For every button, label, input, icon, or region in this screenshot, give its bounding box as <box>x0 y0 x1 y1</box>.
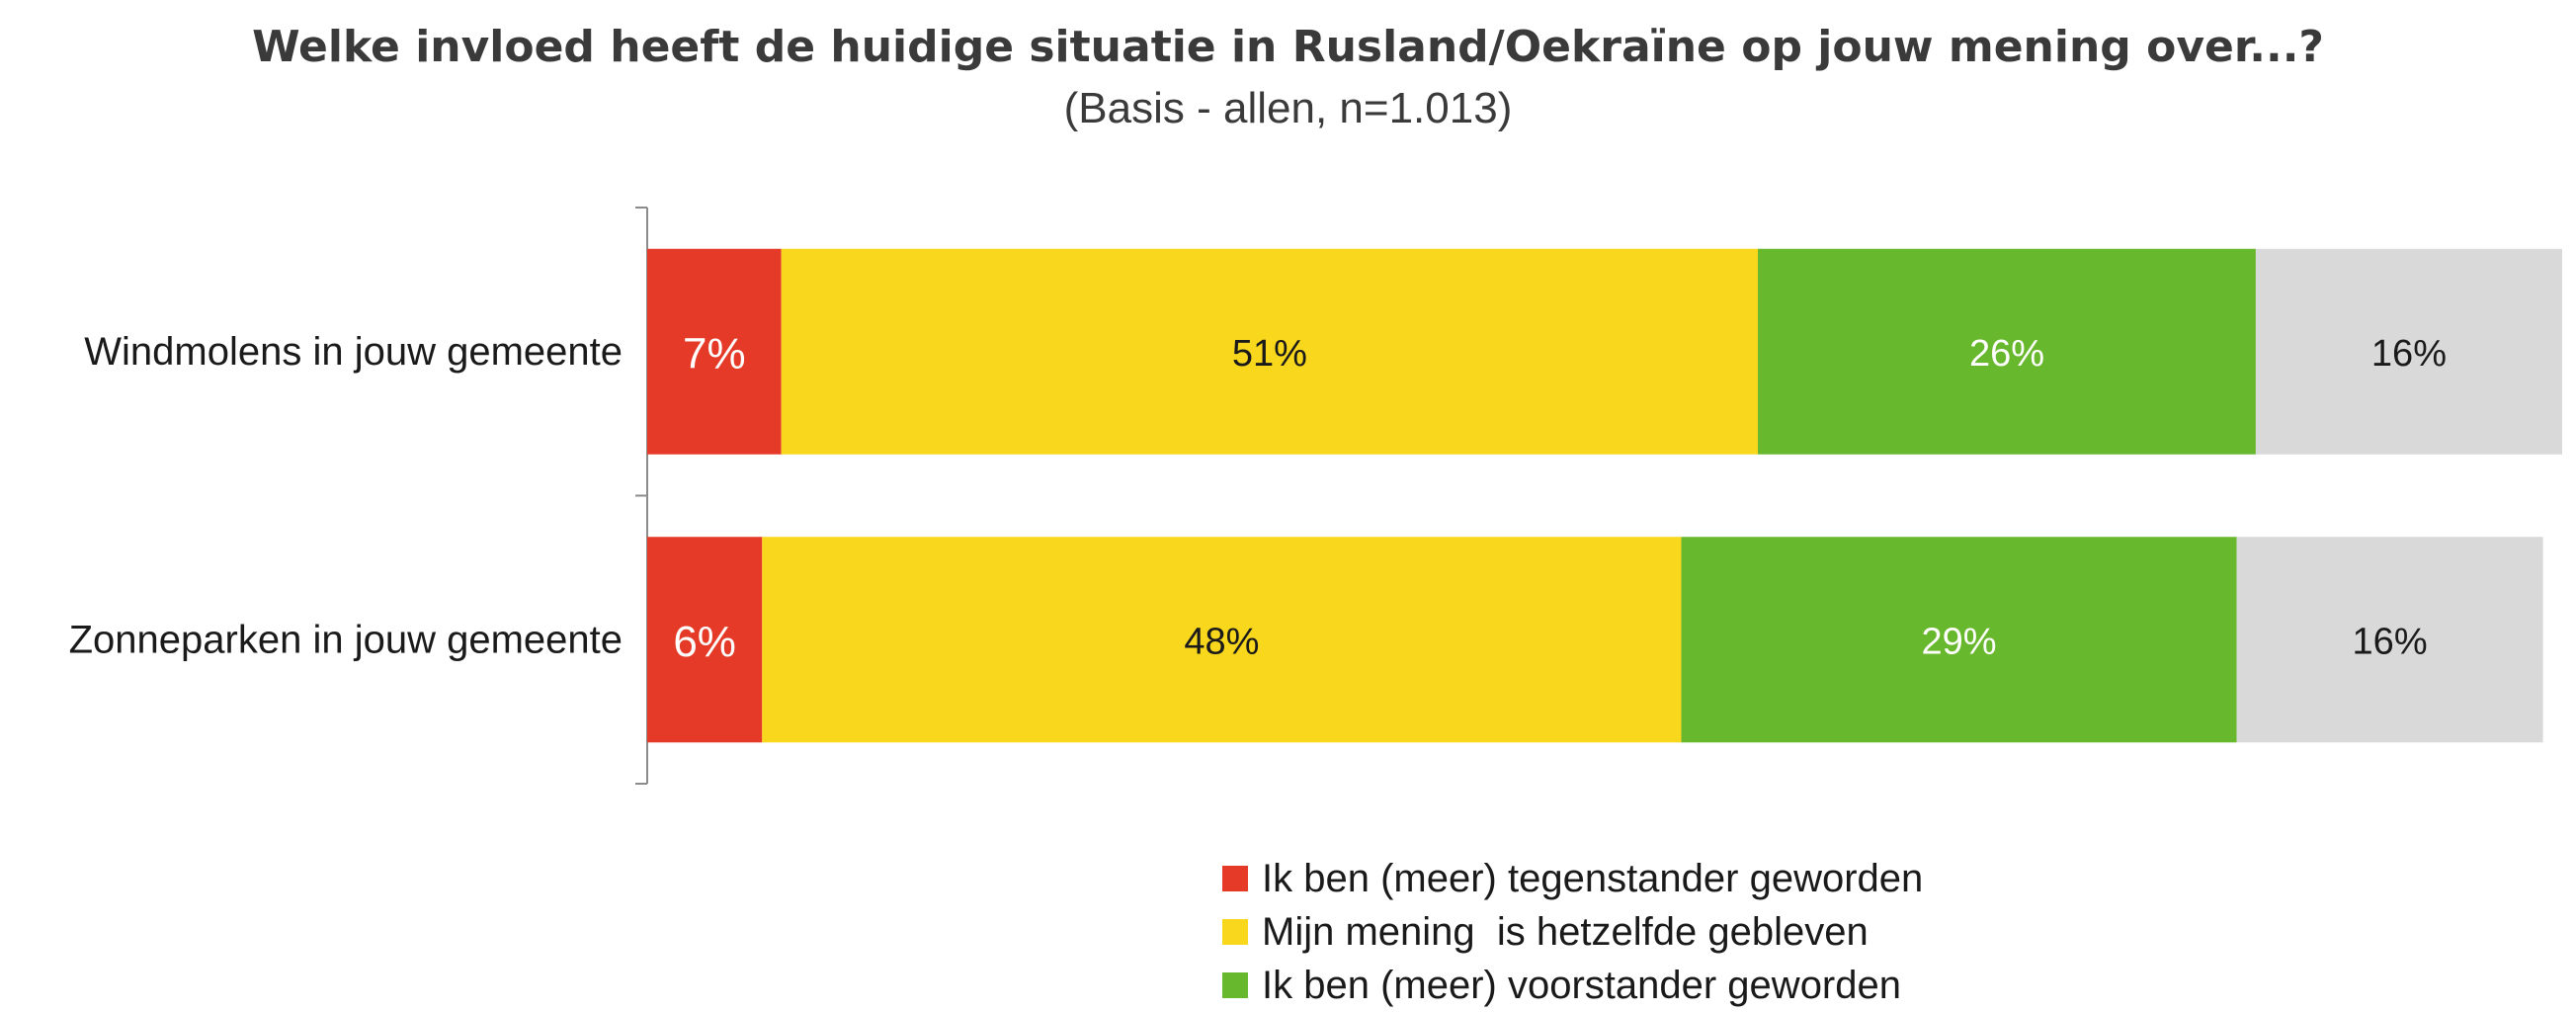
axis-layer <box>635 207 648 785</box>
data-label-overig: 16% <box>2353 621 2428 662</box>
data-label-tegenstander: 7% <box>683 329 746 378</box>
labels-layer: Windmolens in jouw gemeente 7% 51% 26% 16% Zo… <box>69 329 2447 666</box>
data-label-hetzelfde: 48% <box>1184 621 1259 662</box>
legend-item-tegenstander: Ik ben (meer) tegenstander geworden <box>1222 852 1923 905</box>
bar-segment-hetzelfde <box>762 537 1682 743</box>
bars-layer <box>647 248 2562 743</box>
bar-segment-voorstander <box>1758 248 2256 455</box>
legend-swatch-voorstander <box>1222 972 1248 998</box>
data-label-tegenstander: 6% <box>673 618 736 666</box>
bar-segment-hetzelfde <box>781 248 1759 455</box>
legend-label-tegenstander: Ik ben (meer) tegenstander geworden <box>1262 856 1924 900</box>
data-label-voorstander: 29% <box>1921 621 1996 662</box>
legend-item-hetzelfde: Mijn mening is hetzelfde gebleven <box>1222 905 1923 959</box>
chart-title: Welke invloed heeft de huidige situatie … <box>252 22 2324 72</box>
chart-subtitle: (Basis - allen, n=1.013) <box>1063 84 1513 132</box>
legend-label-voorstander: Ik ben (meer) voorstander geworden <box>1262 963 1901 1007</box>
bar-segment-tegenstander <box>647 537 763 743</box>
data-label-voorstander: 26% <box>1969 333 2044 375</box>
data-label-overig: 16% <box>2371 333 2447 375</box>
chart-legend: Ik ben (meer) tegenstander geworden Mijn … <box>1222 852 1923 1012</box>
bar-segment-overig <box>2255 248 2562 455</box>
data-label-hetzelfde: 51% <box>1232 333 1307 375</box>
bar-segment-tegenstander <box>647 248 782 455</box>
legend-swatch-tegenstander <box>1222 866 1248 891</box>
category-label: Windmolens in jouw gemeente <box>84 330 623 374</box>
bar-segment-voorstander <box>1681 537 2237 743</box>
legend-item-voorstander: Ik ben (meer) voorstander geworden <box>1222 959 1923 1012</box>
category-label: Zonneparken in jouw gemeente <box>69 618 623 661</box>
legend-label-hetzelfde: Mijn mening is hetzelfde gebleven <box>1262 909 1869 954</box>
legend-swatch-hetzelfde <box>1222 919 1248 945</box>
bar-segment-overig <box>2236 537 2543 743</box>
